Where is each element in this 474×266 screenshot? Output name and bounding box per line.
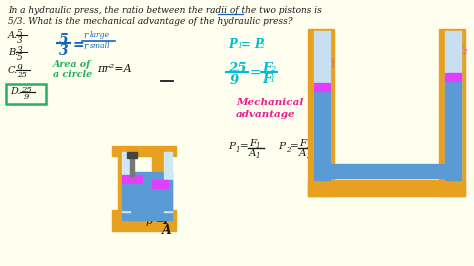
Bar [122,175,142,183]
Text: r: r [83,43,88,52]
Text: Area of: Area of [53,60,91,69]
Text: = P: = P [241,39,264,52]
Text: a circle: a circle [53,70,91,79]
Bar [314,83,330,91]
Text: 25: 25 [228,62,246,75]
Text: 2: 2 [306,152,310,160]
Text: r: r [83,31,88,40]
Text: 5: 5 [17,28,22,38]
Text: 2: 2 [270,65,275,73]
Text: Mechanical: Mechanical [236,98,303,107]
Bar [122,180,172,210]
Text: 5: 5 [58,32,68,47]
Text: advantage: advantage [236,110,296,119]
Text: 1: 1 [237,43,242,51]
Text: C.: C. [8,66,18,75]
Text: F: F [162,214,171,227]
Bar [314,88,330,180]
Text: 3: 3 [58,44,68,59]
Text: A: A [162,223,172,236]
Text: =: = [73,38,84,52]
Text: 2: 2 [306,142,310,150]
Text: 1: 1 [270,76,275,84]
Text: A.: A. [8,31,18,40]
Text: πr²=A: πr²=A [98,64,132,74]
Bar [314,164,459,178]
Text: =: = [290,142,299,151]
Text: 9: 9 [17,64,22,73]
Bar [122,172,172,219]
Bar [128,152,137,158]
Text: P: P [228,142,235,151]
Text: 5/3. What is the mechanical advantage of the hydraulic press?: 5/3. What is the mechanical advantage of… [8,16,292,26]
Text: 3: 3 [17,36,22,44]
Text: 1: 1 [236,146,240,154]
Text: F: F [262,62,271,75]
Text: A: A [299,149,306,158]
Text: 1: 1 [331,61,335,69]
Text: F: F [325,59,332,67]
Bar [314,31,330,178]
Text: 3: 3 [17,47,22,55]
Bar [308,180,465,196]
Bar [164,152,172,211]
Bar [308,28,334,196]
Text: 2: 2 [259,43,264,51]
Bar [446,73,461,81]
Text: 1: 1 [256,142,260,150]
Bar [152,180,168,188]
Text: 25: 25 [21,86,31,94]
Bar [446,78,461,180]
Bar [439,28,465,196]
Text: F: F [299,139,306,148]
Text: D.: D. [9,87,20,96]
Text: 2: 2 [286,146,291,154]
Text: F: F [262,73,271,86]
Text: =: = [250,66,261,79]
Text: 2: 2 [462,48,467,56]
Text: 25: 25 [17,71,27,79]
Bar [130,156,134,176]
Text: small: small [90,43,110,51]
Text: 9: 9 [230,74,239,87]
Text: 5: 5 [17,53,22,63]
Text: P: P [278,142,285,151]
Text: large: large [90,31,109,39]
Text: In a hydraulic press, the ratio between the radii of the two pistons is: In a hydraulic press, the ratio between … [8,6,321,15]
Text: F: F [456,45,463,55]
Bar [122,152,130,211]
Bar [152,152,164,219]
Text: A: A [249,149,256,158]
Text: p =: p = [146,217,165,226]
Bar [112,146,176,156]
Bar [446,31,461,178]
Text: 1: 1 [256,152,260,160]
Text: F: F [249,139,256,148]
Text: =: = [240,142,249,151]
Text: 9: 9 [24,93,29,101]
Text: P: P [228,39,237,52]
Bar [6,84,46,104]
Bar [118,152,130,219]
Bar [112,210,176,231]
Text: B.: B. [8,48,18,57]
